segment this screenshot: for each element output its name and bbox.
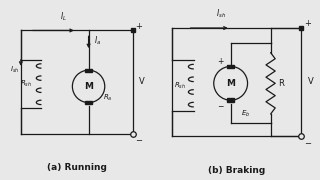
Circle shape <box>72 70 105 103</box>
Text: $R_a$: $R_a$ <box>103 93 113 103</box>
Text: $I_L$: $I_L$ <box>60 11 67 23</box>
Bar <box>85 69 92 72</box>
Bar <box>227 65 234 68</box>
Text: $I_a$: $I_a$ <box>94 35 102 47</box>
Text: $I_{sh}$: $I_{sh}$ <box>10 64 20 75</box>
Text: $R_{sh}$: $R_{sh}$ <box>20 79 33 89</box>
Text: V: V <box>139 77 144 86</box>
Text: −: − <box>217 102 223 111</box>
Text: $E_b$: $E_b$ <box>241 109 251 119</box>
Text: (a) Running: (a) Running <box>47 163 107 172</box>
Text: (b) Braking: (b) Braking <box>208 166 265 175</box>
Text: +: + <box>304 19 311 28</box>
Text: M: M <box>84 82 93 91</box>
Text: M: M <box>226 79 235 88</box>
Text: +: + <box>135 22 142 31</box>
Bar <box>85 101 92 104</box>
Circle shape <box>214 66 248 100</box>
Text: −: − <box>135 136 142 145</box>
Text: −: − <box>304 139 311 148</box>
Bar <box>227 98 234 102</box>
Text: R: R <box>278 79 284 88</box>
Text: $I_{sh}$: $I_{sh}$ <box>216 8 227 20</box>
Text: +: + <box>217 57 223 66</box>
Text: V: V <box>308 77 313 86</box>
Text: $R_{sh}$: $R_{sh}$ <box>174 80 186 91</box>
